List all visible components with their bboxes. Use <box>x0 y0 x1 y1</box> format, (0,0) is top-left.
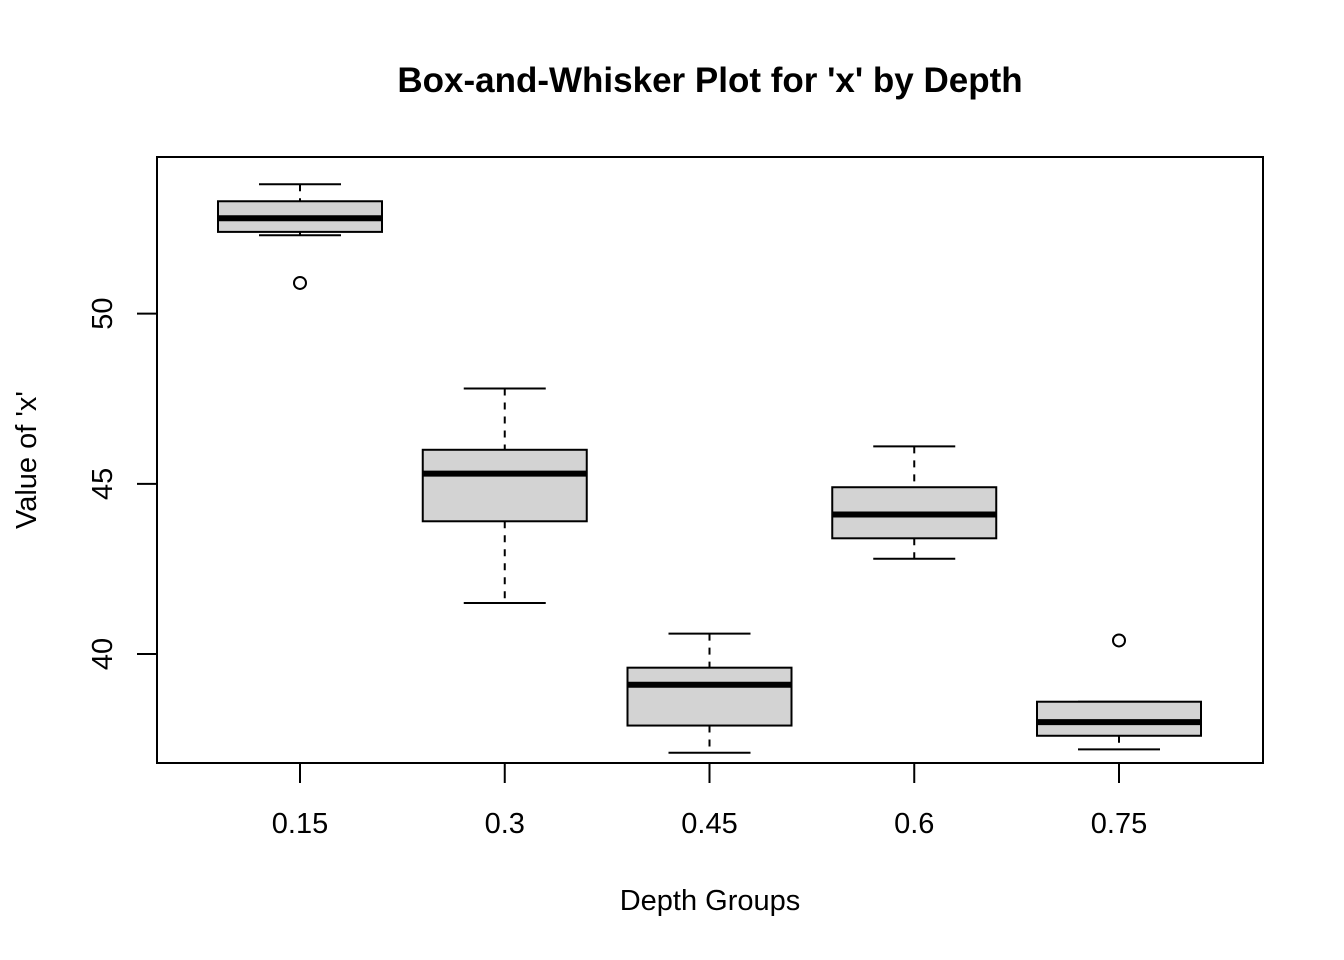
outlier-point <box>293 275 307 290</box>
x-tick-label: 0.3 <box>485 808 525 840</box>
x-tick-label: 0.75 <box>1091 808 1147 840</box>
y-tick-label: 50 <box>87 297 119 329</box>
boxes-layer <box>217 183 1202 754</box>
y-axis: 40 45 50 <box>87 297 157 670</box>
outlier-point <box>1112 633 1126 648</box>
x-tick-label: 0.6 <box>894 808 934 840</box>
box-iqr <box>421 448 588 523</box>
y-tick-label: 40 <box>87 638 119 670</box>
x-axis: 0.15 0.3 0.45 0.6 0.75 <box>272 763 1147 840</box>
box-iqr <box>626 666 793 727</box>
chart-title: Box-and-Whisker Plot for 'x' by Depth <box>397 61 1022 100</box>
x-tick-label: 0.45 <box>681 808 737 840</box>
x-tick-label: 0.15 <box>272 808 328 840</box>
box-iqr <box>1036 700 1202 737</box>
y-tick-label: 45 <box>87 468 119 500</box>
x-axis-label: Depth Groups <box>620 885 801 917</box>
y-axis-label: Value of 'x' <box>11 391 43 529</box>
